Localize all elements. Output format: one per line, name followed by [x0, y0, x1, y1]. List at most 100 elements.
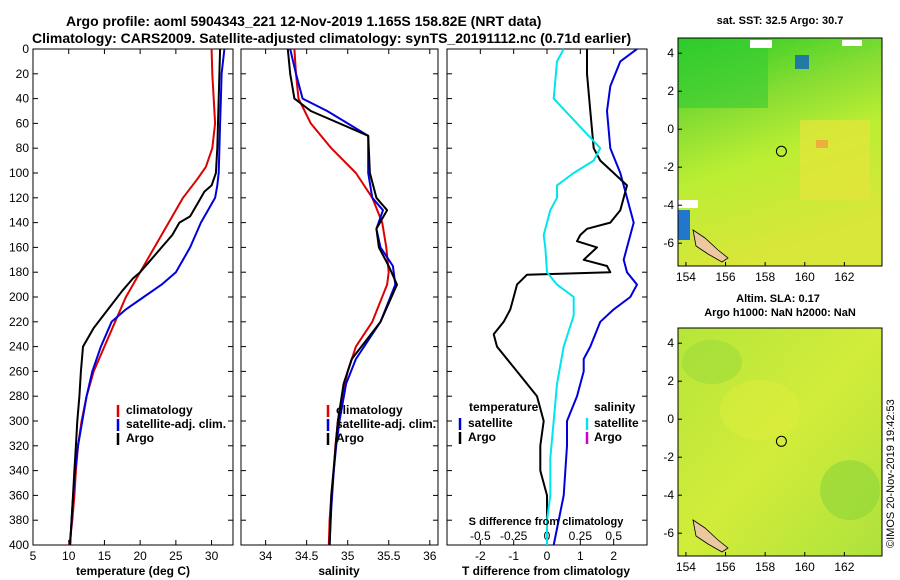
y-tick-label: 80 [16, 141, 30, 155]
x-tick-label: 34 [259, 549, 273, 563]
y-tick-label: 0 [22, 42, 29, 56]
legend-satellite-adj: satellite-adj. clim. [126, 417, 226, 431]
y-tick-label: 320 [9, 439, 29, 453]
sst-missing-data [842, 40, 862, 46]
series-line [552, 48, 638, 546]
sla-map-title: Altim. SLA: 0.17 [736, 293, 820, 305]
y-tick-label: 240 [9, 340, 29, 354]
map-y-tick-label: 2 [667, 374, 674, 388]
sst-map-axes: 154 156 158 160 162 4 2 0 -2 -4 -6 [663, 46, 854, 284]
temperature-x-axis: 5 10 15 20 25 30 [30, 49, 219, 563]
salinity-lines [286, 48, 398, 546]
salinity-panel: 34 34.5 35 35.5 36 salinity climatology sate… [240, 48, 439, 578]
y-tick-label: 120 [9, 191, 29, 205]
legend-t-satellite: satellite [468, 416, 513, 430]
map-y-tick-label: 4 [667, 336, 674, 350]
x-tick-label: 10 [62, 549, 76, 563]
map-x-tick-label: 158 [755, 270, 775, 284]
map-x-tick-label: 156 [716, 270, 736, 284]
sla-map-axes: 154 156 158 160 162 4 2 0 -2 -4 -6 [663, 336, 854, 574]
legend-argo: Argo [126, 431, 154, 445]
sst-cool-patch [678, 38, 768, 108]
map-y-tick-label: -2 [663, 450, 674, 464]
figure-title-line2: Climatology: CARS2009. Satellite-adjuste… [32, 30, 631, 46]
y-tick-label: 340 [9, 464, 29, 478]
map-x-tick-label: 154 [676, 270, 696, 284]
sst-hot-spot [816, 140, 828, 148]
salinity-legend: climatology satellite-adj. clim. Argo [326, 403, 436, 445]
map-x-tick-label: 160 [795, 270, 815, 284]
s-tick-label: 0.5 [605, 529, 622, 543]
y-tick-label: 60 [16, 116, 30, 130]
x-tick-label: 35 [341, 549, 355, 563]
y-tick-label: 140 [9, 216, 29, 230]
sla-low-patch [820, 460, 880, 520]
x-tick-label: 20 [133, 549, 147, 563]
difference-panel: -2 -1 0 1 2 -0.5 -0.25 0 0.25 0.5 S difference f… [446, 48, 648, 578]
island-coastline [692, 519, 729, 553]
legend-s-argo: Argo [594, 430, 622, 444]
y-tick-label: 380 [9, 513, 29, 527]
sla-map-frame [677, 327, 883, 557]
x-tick-label: 36 [423, 549, 437, 563]
map-x-tick-label: 158 [755, 560, 775, 574]
argo-location-marker [775, 145, 787, 157]
sst-cold-spot [678, 210, 690, 240]
map-y-tick-label: -4 [663, 488, 674, 502]
x-tick-label: 30 [205, 549, 219, 563]
series-line [286, 48, 398, 546]
legend-t-argo: Argo [468, 430, 496, 444]
s-tick-label: 0.25 [569, 529, 593, 543]
temperature-legend: climatology satellite-adj. clim. Argo [116, 403, 226, 445]
map-x-tick-label: 162 [834, 560, 854, 574]
s-tick-label: -0.5 [470, 529, 491, 543]
y-tick-label: 20 [16, 67, 30, 81]
temperature-panel: 0 20 40 60 80 100 120 140 160 180 200 220 240 260 280 3… [9, 42, 234, 578]
sst-cold-spot [795, 55, 809, 69]
sla-map-subtitle: Argo h1000: NaN h2000: NaN [704, 307, 856, 319]
map-y-tick-label: 2 [667, 84, 674, 98]
y-tick-label: 180 [9, 265, 29, 279]
series-line [69, 48, 222, 546]
y-tick-label: 360 [9, 488, 29, 502]
map-y-tick-label: 0 [667, 412, 674, 426]
x-tick-label: -1 [508, 549, 519, 563]
difference-legend: temperature satellite Argo salinity sate… [458, 400, 639, 444]
sst-map-title: sat. SST: 32.5 Argo: 30.7 [717, 15, 844, 27]
argo-location-marker [775, 435, 787, 447]
figure-title-line1: Argo profile: aoml 5904343_221 12-Nov-20… [66, 13, 541, 29]
legend-salinity-title: salinity [594, 400, 636, 414]
legend-climatology: climatology [126, 403, 193, 417]
imos-credit: ©IMOS 20-Nov-2019 19:42:53 [885, 399, 897, 548]
x-tick-label: 0 [544, 549, 551, 563]
x-tick-label: 34.5 [295, 549, 319, 563]
y-tick-label: 280 [9, 389, 29, 403]
x-tick-label: 25 [169, 549, 183, 563]
y-tick-label: 220 [9, 315, 29, 329]
map-y-tick-label: -4 [663, 198, 674, 212]
x-tick-label: 35.5 [377, 549, 401, 563]
legend-argo: Argo [336, 431, 364, 445]
salinity-xlabel: salinity [318, 564, 360, 578]
temperature-axes-frame [32, 48, 234, 546]
legend-temperature-title: temperature [469, 400, 539, 414]
map-y-tick-label: -2 [663, 160, 674, 174]
x-tick-label: -2 [475, 549, 486, 563]
sst-missing-data [750, 40, 772, 48]
difference-axes-frame [446, 48, 648, 546]
legend-s-satellite: satellite [594, 416, 639, 430]
sst-map-panel: sat. SST: 32.5 Argo: 30.7 154 156 158 160 16… [663, 15, 883, 284]
series-line [542, 48, 602, 545]
map-y-tick-label: 4 [667, 46, 674, 60]
y-tick-label: 200 [9, 290, 29, 304]
depth-axis: 0 20 40 60 80 100 120 140 160 180 200 220 240 260 280 3… [9, 42, 233, 552]
map-x-tick-label: 154 [676, 560, 696, 574]
map-y-tick-label: -6 [663, 236, 674, 250]
sla-field [678, 328, 882, 556]
y-tick-label: 400 [9, 538, 29, 552]
map-y-tick-label: -6 [663, 526, 674, 540]
map-y-tick-label: 0 [667, 122, 674, 136]
y-tick-label: 300 [9, 414, 29, 428]
sst-missing-data [678, 200, 698, 208]
map-x-tick-label: 162 [834, 270, 854, 284]
